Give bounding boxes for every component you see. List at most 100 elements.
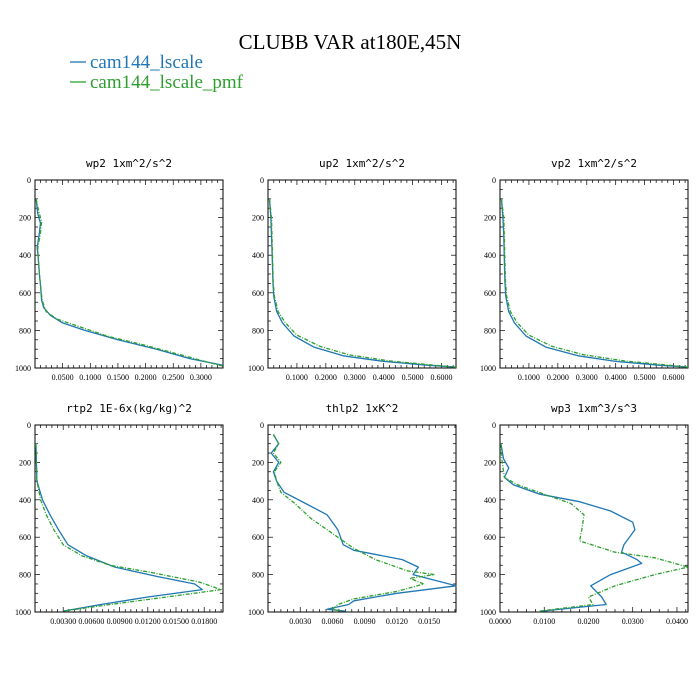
panel-title: wp3 1xm^3/s^3 <box>551 402 637 415</box>
y-tick-label: 0 <box>27 421 31 430</box>
y-tick-label: 400 <box>484 496 496 505</box>
panel-5: thlp2 1xK^2 0 200 400 600 800 1000 0.0030 0.0060… <box>248 402 457 626</box>
y-tick-label: 0 <box>27 176 31 185</box>
x-tick-label: 0.0150 <box>418 617 440 626</box>
series-line-2 <box>35 198 224 367</box>
y-tick-label: 200 <box>484 214 496 223</box>
series-line-2 <box>268 198 457 368</box>
y-tick-label: 0 <box>492 421 496 430</box>
x-tick-label: 0.00600 <box>78 617 104 626</box>
plot-frame <box>267 179 457 369</box>
panel-2: up2 1xm^2/s^2 0 200 400 600 800 1000 0.1000 0.20… <box>248 157 457 382</box>
y-tick-label: 800 <box>484 571 496 580</box>
x-tick-label: 0.01200 <box>135 617 161 626</box>
x-tick-label: 0.2000 <box>547 373 569 382</box>
x-tick-label: 0.1000 <box>79 373 101 382</box>
x-tick-label: 0.0120 <box>386 617 408 626</box>
panel-title: up2 1xm^2/s^2 <box>319 157 405 170</box>
y-tick-label: 1000 <box>15 608 31 617</box>
panel-title: wp2 1xm^2/s^2 <box>86 157 172 170</box>
plot-frame <box>499 179 689 369</box>
series-line-1 <box>500 198 689 368</box>
y-tick-label: 1000 <box>480 364 496 373</box>
x-tick-label: 0.1000 <box>286 373 308 382</box>
y-tick-label: 400 <box>19 496 31 505</box>
x-tick-label: 0.0400 <box>666 617 688 626</box>
x-tick-label: 0.00300 <box>50 617 76 626</box>
y-tick-label: 400 <box>252 251 264 260</box>
y-tick-label: 800 <box>252 571 264 580</box>
panels: wp2 1xm^2/s^2 0 200 400 600 800 1000 0.0500 0.10… <box>15 157 689 626</box>
panel-title: thlp2 1xK^2 <box>326 402 399 415</box>
y-tick-label: 400 <box>19 251 31 260</box>
series-line-1 <box>268 198 457 368</box>
y-tick-label: 400 <box>252 496 264 505</box>
y-tick-label: 600 <box>484 289 496 298</box>
y-tick-label: 200 <box>484 458 496 467</box>
y-tick-label: 600 <box>19 289 31 298</box>
y-tick-label: 1000 <box>15 364 31 373</box>
y-tick-label: 0 <box>260 176 264 185</box>
panel-title: vp2 1xm^2/s^2 <box>551 157 637 170</box>
x-tick-label: 0.6000 <box>663 373 685 382</box>
y-tick-label: 600 <box>19 533 31 542</box>
y-tick-label: 200 <box>19 214 31 223</box>
x-tick-label: 0.0060 <box>321 617 343 626</box>
x-tick-label: 0.2000 <box>315 373 337 382</box>
x-tick-label: 0.1000 <box>518 373 540 382</box>
x-tick-label: 0.0100 <box>533 617 555 626</box>
series-line-1 <box>500 443 643 612</box>
series-line-1 <box>35 443 203 612</box>
y-tick-label: 600 <box>252 533 264 542</box>
x-tick-label: 0.1500 <box>107 373 129 382</box>
y-tick-label: 1000 <box>480 608 496 617</box>
legend-label-1: cam144_lscale <box>90 52 203 73</box>
y-tick-label: 800 <box>484 326 496 335</box>
figure-title: CLUBB VAR at180E,45N <box>239 30 462 54</box>
x-tick-label: 0.4000 <box>373 373 395 382</box>
y-tick-label: 1000 <box>248 608 264 617</box>
y-tick-label: 800 <box>19 571 31 580</box>
legend-label-2: cam144_lscale_pmf <box>90 72 244 93</box>
x-tick-label: 0.4000 <box>605 373 627 382</box>
y-tick-label: 600 <box>252 289 264 298</box>
y-tick-label: 200 <box>19 458 31 467</box>
y-tick-label: 0 <box>492 176 496 185</box>
y-tick-label: 400 <box>484 251 496 260</box>
series-line-2 <box>35 443 222 612</box>
y-tick-label: 1000 <box>248 364 264 373</box>
x-tick-label: 0.6000 <box>431 373 453 382</box>
x-tick-label: 0.01800 <box>191 617 217 626</box>
x-tick-label: 0.00900 <box>107 617 133 626</box>
x-tick-label: 0.0000 <box>489 617 511 626</box>
x-tick-label: 0.0300 <box>622 617 644 626</box>
x-tick-label: 0.5000 <box>634 373 656 382</box>
x-tick-label: 0.01500 <box>163 617 189 626</box>
plot-frame <box>34 179 224 369</box>
panel-3: vp2 1xm^2/s^2 0 200 400 600 800 1000 0.1000 0.20… <box>480 157 689 382</box>
series-line-1 <box>270 434 457 612</box>
y-tick-label: 800 <box>252 326 264 335</box>
x-tick-label: 0.0030 <box>289 617 311 626</box>
series-line-2 <box>272 434 436 612</box>
x-tick-label: 0.3000 <box>344 373 366 382</box>
x-tick-label: 0.2500 <box>162 373 184 382</box>
legend: cam144_lscale cam144_lscale_pmf <box>70 52 244 93</box>
y-tick-label: 800 <box>19 326 31 335</box>
y-tick-label: 200 <box>252 214 264 223</box>
series-line-1 <box>35 198 224 366</box>
y-tick-label: 0 <box>260 421 264 430</box>
x-tick-label: 0.3000 <box>576 373 598 382</box>
panel-4: rtp2 1E-6x(kg/kg)^2 0 200 400 600 800 1000 0.00… <box>15 402 224 626</box>
x-tick-label: 0.5000 <box>402 373 424 382</box>
x-tick-label: 0.0500 <box>52 373 74 382</box>
y-tick-label: 200 <box>252 458 264 467</box>
series-line-2 <box>500 443 689 612</box>
plot-frame <box>267 424 457 613</box>
panel-title: rtp2 1E-6x(kg/kg)^2 <box>66 402 192 415</box>
x-tick-label: 0.2000 <box>135 373 157 382</box>
x-tick-label: 0.3000 <box>190 373 212 382</box>
series-line-2 <box>500 198 689 368</box>
